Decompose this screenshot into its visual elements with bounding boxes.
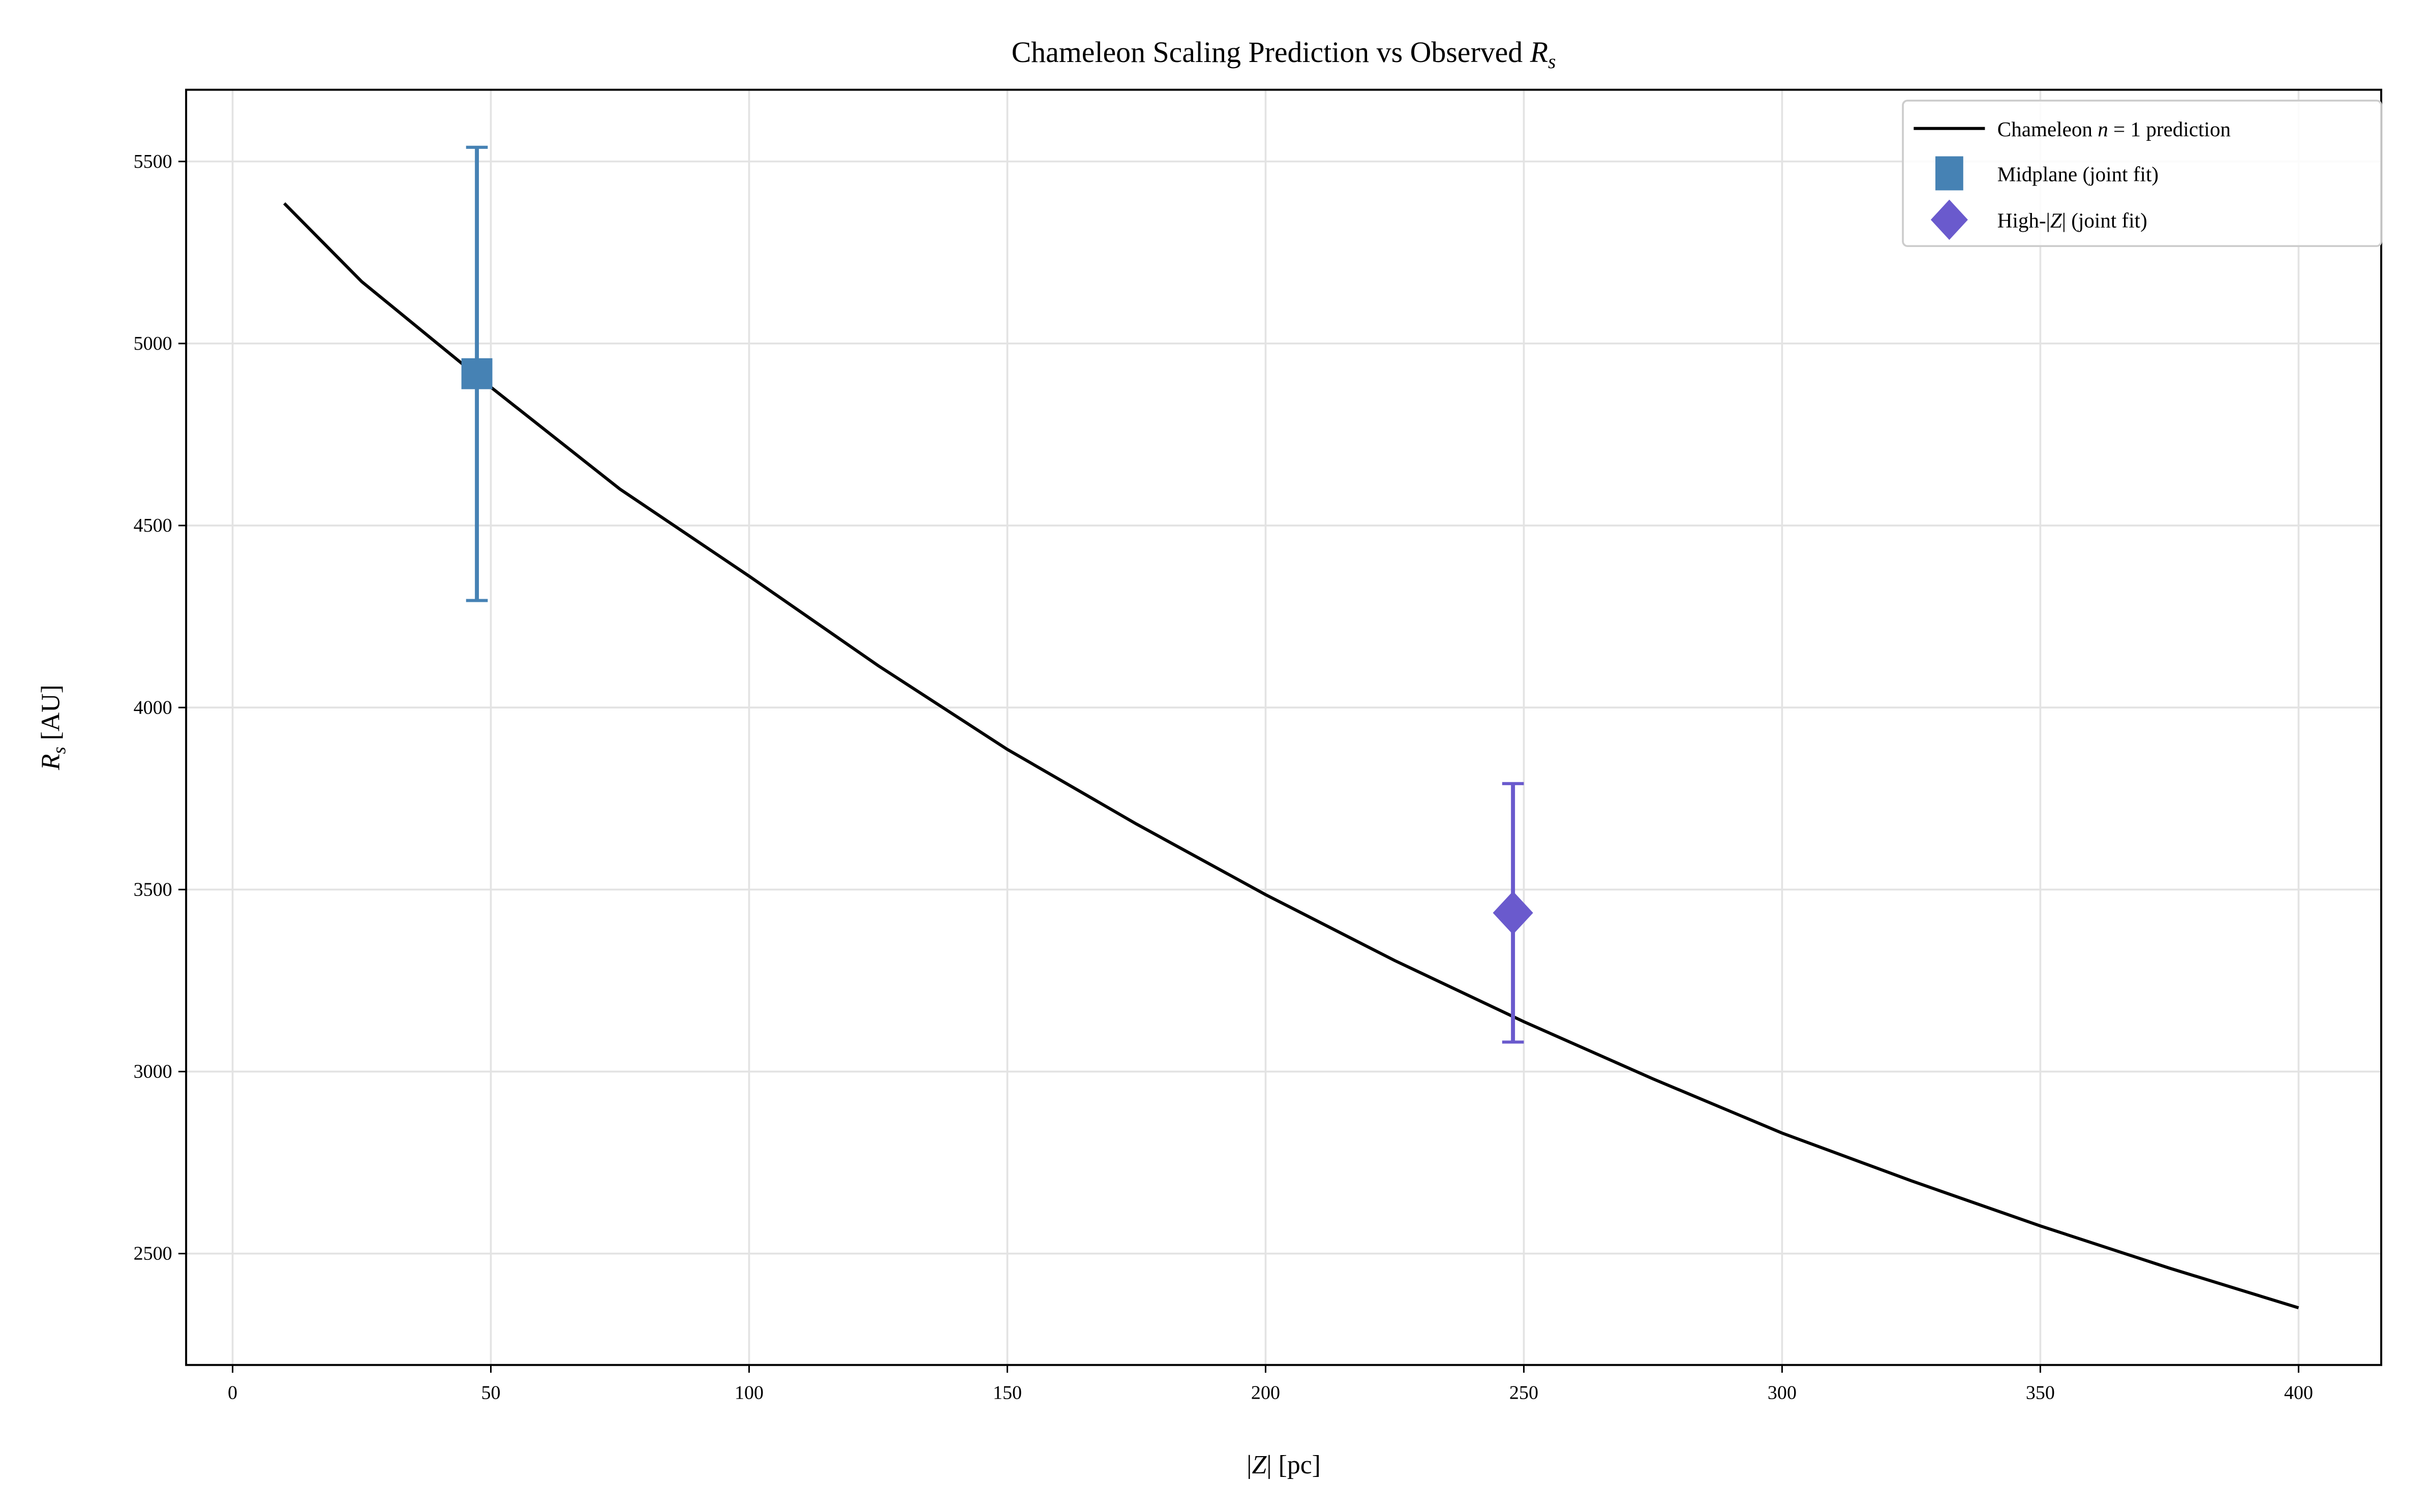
ticks: 0 50 100 150 200 250 300 350 400 2500 3000 3500 4000…	[134, 151, 2313, 1404]
y-tick-label: 5000	[134, 333, 172, 354]
x-tick-label: 250	[1509, 1382, 1538, 1404]
y-tick-label: 4000	[134, 697, 172, 718]
y-tick-label: 2500	[134, 1243, 172, 1264]
legend: Chameleon n = 1 prediction Midplane (joi…	[1902, 100, 2382, 247]
x-tick-label: 100	[735, 1382, 764, 1404]
legend-square-icon	[1935, 156, 1963, 191]
highz-marker	[1493, 891, 1533, 935]
legend-label-midplane: Midplane (joint fit)	[1997, 162, 2159, 186]
x-tick-label: 0	[228, 1382, 237, 1404]
y-tick-label: 3000	[134, 1061, 172, 1083]
grid	[186, 89, 2381, 1365]
x-tick-label: 300	[1768, 1382, 1797, 1404]
midplane-marker	[461, 358, 493, 389]
plot-area	[283, 145, 2299, 1310]
chart-title: Chameleon Scaling Prediction vs Observed…	[1012, 36, 1556, 73]
legend-diamond-icon	[1930, 199, 1968, 240]
x-axis-label: |Z| [pc]	[1247, 1451, 1321, 1479]
legend-label-highz: High-|Z| (joint fit)	[1997, 209, 2147, 232]
legend-box	[1902, 100, 2382, 247]
prediction-curve	[283, 202, 2299, 1310]
axes-frame	[185, 88, 2382, 1366]
x-tick-label: 200	[1251, 1382, 1280, 1404]
x-tick-label: 400	[2284, 1382, 2313, 1404]
x-tick-label: 50	[481, 1382, 500, 1404]
x-tick-label: 150	[993, 1382, 1022, 1404]
x-tick-label: 350	[2026, 1382, 2055, 1404]
y-tick-label: 3500	[134, 879, 172, 900]
y-tick-label: 4500	[134, 515, 172, 536]
y-tick-label: 5500	[134, 151, 172, 172]
y-axis-label: Rs [AU]	[36, 685, 69, 770]
legend-label-prediction: Chameleon n = 1 prediction	[1997, 117, 2231, 141]
